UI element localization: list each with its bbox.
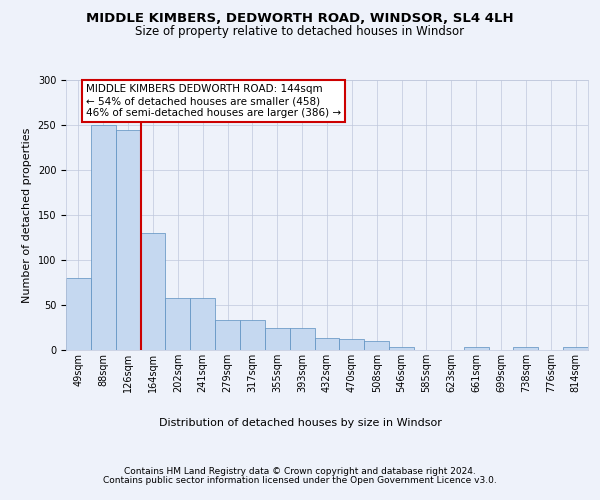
Bar — [340, 339, 364, 350]
Text: Size of property relative to detached houses in Windsor: Size of property relative to detached ho… — [136, 25, 464, 38]
Bar — [116, 130, 140, 350]
Bar — [514, 348, 538, 350]
Bar — [215, 320, 240, 350]
Bar — [563, 348, 588, 350]
Text: MIDDLE KIMBERS, DEDWORTH ROAD, WINDSOR, SL4 4LH: MIDDLE KIMBERS, DEDWORTH ROAD, WINDSOR, … — [86, 12, 514, 26]
Bar — [190, 298, 215, 350]
Text: Distribution of detached houses by size in Windsor: Distribution of detached houses by size … — [158, 418, 442, 428]
Bar — [290, 328, 314, 350]
Bar — [91, 125, 116, 350]
Bar — [314, 338, 340, 350]
Bar — [240, 320, 265, 350]
Text: MIDDLE KIMBERS DEDWORTH ROAD: 144sqm
← 54% of detached houses are smaller (458)
: MIDDLE KIMBERS DEDWORTH ROAD: 144sqm ← 5… — [86, 84, 341, 117]
Bar — [464, 348, 488, 350]
Bar — [140, 233, 166, 350]
Bar — [389, 348, 414, 350]
Text: Contains public sector information licensed under the Open Government Licence v3: Contains public sector information licen… — [103, 476, 497, 485]
Bar — [265, 328, 290, 350]
Y-axis label: Number of detached properties: Number of detached properties — [22, 128, 32, 302]
Text: Contains HM Land Registry data © Crown copyright and database right 2024.: Contains HM Land Registry data © Crown c… — [124, 467, 476, 476]
Bar — [166, 298, 190, 350]
Bar — [364, 341, 389, 350]
Bar — [66, 278, 91, 350]
